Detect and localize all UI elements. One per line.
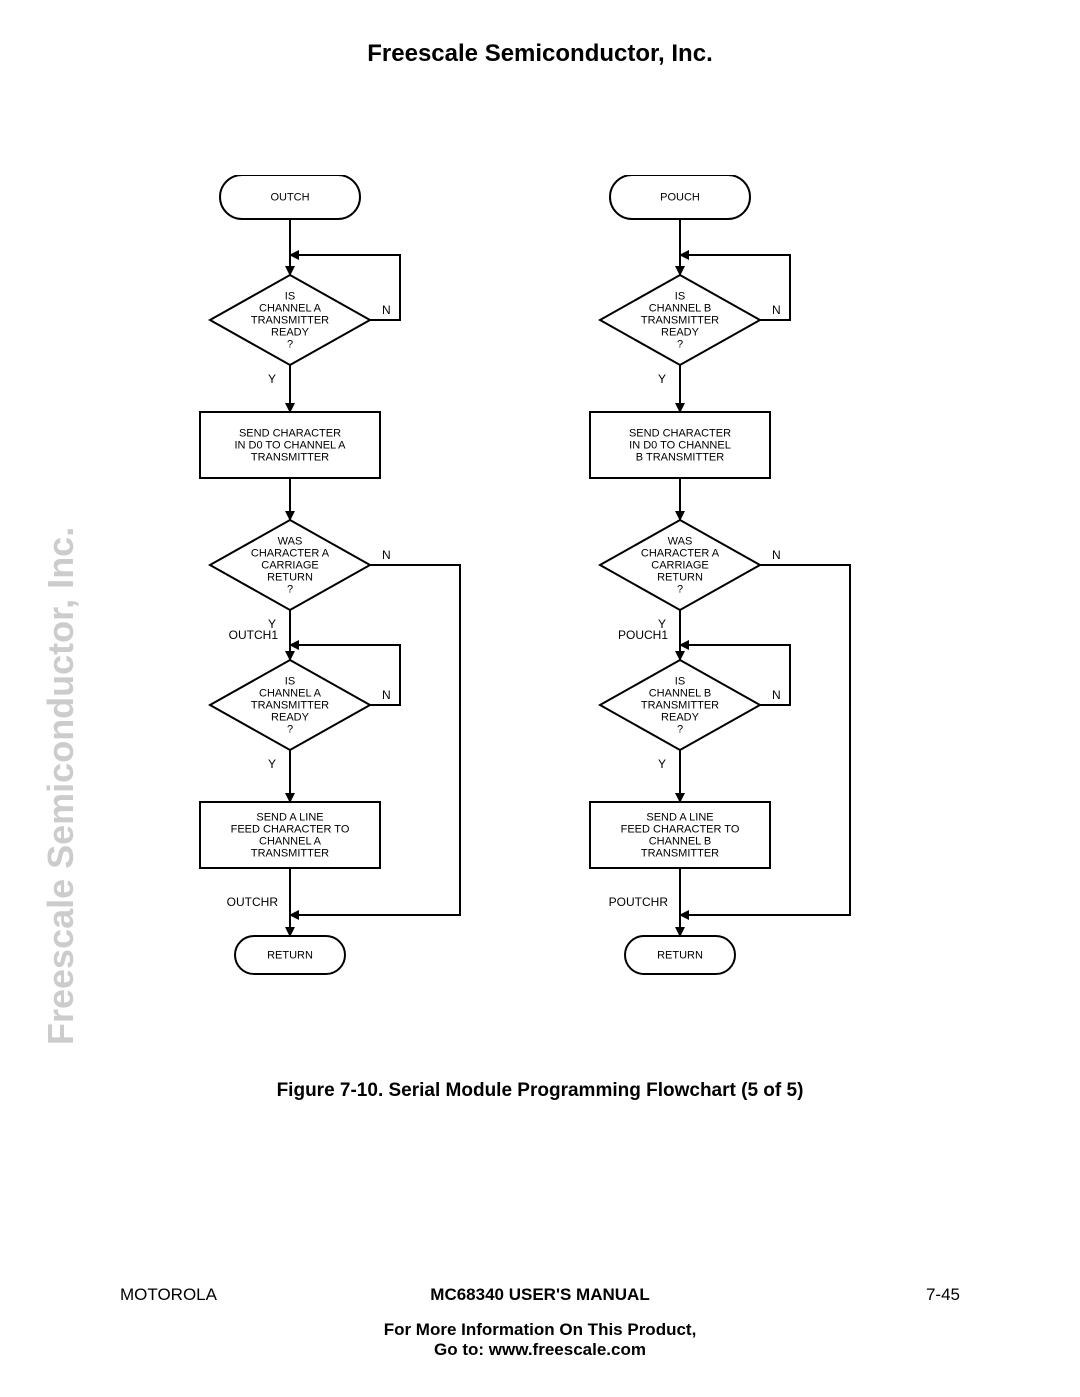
svg-text:?: ? [677,338,683,350]
svg-text:TRANSMITTER: TRANSMITTER [641,314,719,326]
figure-caption: Figure 7-10. Serial Module Programming F… [0,1080,1080,1102]
svg-text:OUTCH: OUTCH [270,191,309,203]
svg-text:FEED CHARACTER TO: FEED CHARACTER TO [231,823,350,835]
svg-text:RETURN: RETURN [267,949,313,961]
svg-text:N: N [772,303,781,317]
svg-text:CHANNEL A: CHANNEL A [259,687,322,699]
svg-text:SEND A LINE: SEND A LINE [256,811,323,823]
svg-text:RETURN: RETURN [657,571,703,583]
svg-text:POUTCHR: POUTCHR [609,895,669,909]
svg-text:WAS: WAS [278,535,303,547]
svg-text:OUTCHR: OUTCHR [227,895,279,909]
svg-text:READY: READY [271,711,310,723]
svg-text:?: ? [287,338,293,350]
svg-text:IS: IS [285,290,295,302]
svg-text:N: N [382,303,391,317]
svg-text:TRANSMITTER: TRANSMITTER [251,451,329,463]
footer-info-line: Go to: www.freescale.com [0,1340,1080,1360]
page-header: Freescale Semiconductor, Inc. [0,40,1080,68]
svg-text:TRANSMITTER: TRANSMITTER [641,699,719,711]
svg-text:POUCH: POUCH [660,191,700,203]
svg-text:IS: IS [675,290,685,302]
svg-text:CARRIAGE: CARRIAGE [651,559,708,571]
svg-text:CHANNEL A: CHANNEL A [259,302,322,314]
footer-info-line: For More Information On This Product, [0,1320,1080,1340]
svg-text:FEED CHARACTER TO: FEED CHARACTER TO [621,823,740,835]
svg-text:CHANNEL A: CHANNEL A [259,835,322,847]
svg-text:CHARACTER A: CHARACTER A [251,547,330,559]
svg-text:OUTCH1: OUTCH1 [229,628,279,642]
svg-text:?: ? [287,583,293,595]
svg-text:RETURN: RETURN [267,571,313,583]
page: Freescale Semiconductor, Inc. Freescale … [0,0,1080,1397]
svg-text:CHANNEL B: CHANNEL B [649,687,712,699]
svg-text:READY: READY [271,326,310,338]
footer-center: MC68340 USER'S MANUAL [0,1285,1080,1305]
svg-text:?: ? [677,723,683,735]
svg-text:TRANSMITTER: TRANSMITTER [251,699,329,711]
svg-text:CHARACTER A: CHARACTER A [641,547,720,559]
svg-text:Y: Y [268,372,276,386]
svg-text:TRANSMITTER: TRANSMITTER [251,314,329,326]
svg-text:TRANSMITTER: TRANSMITTER [641,847,719,859]
svg-text:CHANNEL B: CHANNEL B [649,302,712,314]
svg-text:B TRANSMITTER: B TRANSMITTER [636,451,724,463]
svg-text:SEND A LINE: SEND A LINE [646,811,713,823]
svg-text:Y: Y [658,757,666,771]
svg-text:IS: IS [285,675,295,687]
svg-text:READY: READY [661,326,700,338]
svg-text:Y: Y [268,757,276,771]
watermark: Freescale Semiconductor, Inc. [40,527,82,1045]
svg-text:SEND CHARACTER: SEND CHARACTER [239,427,341,439]
svg-text:IS: IS [675,675,685,687]
svg-text:?: ? [287,723,293,735]
svg-text:WAS: WAS [668,535,693,547]
svg-text:READY: READY [661,711,700,723]
svg-text:IN D0 TO CHANNEL: IN D0 TO CHANNEL [629,439,731,451]
svg-text:SEND CHARACTER: SEND CHARACTER [629,427,731,439]
svg-text:CARRIAGE: CARRIAGE [261,559,318,571]
svg-text:N: N [382,688,391,702]
svg-text:CHANNEL B: CHANNEL B [649,835,712,847]
svg-text:N: N [382,548,391,562]
svg-text:Y: Y [658,372,666,386]
svg-text:POUCH1: POUCH1 [618,628,668,642]
svg-text:TRANSMITTER: TRANSMITTER [251,847,329,859]
svg-text:?: ? [677,583,683,595]
svg-text:N: N [772,548,781,562]
svg-text:N: N [772,688,781,702]
flowchart: YYOUTCH1YOUTCHRNNNYYPOUCH1YPOUTCHRNNNOUT… [160,175,920,1055]
svg-text:IN D0 TO CHANNEL A: IN D0 TO CHANNEL A [234,439,346,451]
footer-info: For More Information On This Product, Go… [0,1320,1080,1360]
svg-text:RETURN: RETURN [657,949,703,961]
